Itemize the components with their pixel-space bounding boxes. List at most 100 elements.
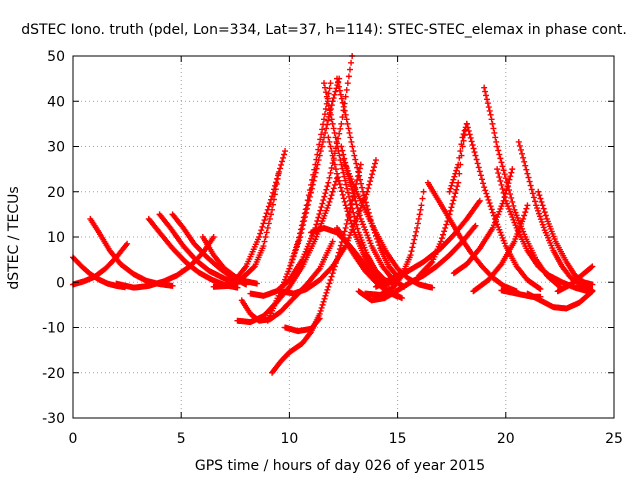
data-point-marker	[398, 295, 405, 302]
data-point-marker	[334, 75, 341, 82]
data-point-marker	[366, 237, 373, 244]
data-point-marker	[322, 190, 329, 197]
data-point-marker	[503, 179, 510, 186]
data-point-marker	[279, 158, 286, 165]
data-point-marker	[521, 158, 528, 165]
data-point-marker	[292, 247, 299, 254]
data-point-marker	[496, 174, 503, 181]
data-point-marker	[256, 234, 263, 240]
data-point-marker	[537, 286, 544, 293]
data-point-marker	[344, 167, 351, 174]
data-point-marker	[344, 80, 351, 87]
data-point-marker	[322, 89, 329, 96]
data-point-marker	[297, 226, 304, 233]
data-point-marker	[320, 197, 327, 204]
data-point-marker	[497, 229, 504, 236]
data-point-marker	[359, 184, 366, 191]
data-point-marker	[588, 289, 595, 296]
data-point-marker	[346, 197, 353, 204]
data-point-marker	[354, 164, 361, 171]
data-point-marker	[302, 206, 309, 213]
data-point-marker	[438, 235, 445, 242]
data-point-marker	[419, 195, 426, 202]
data-point-marker	[589, 281, 596, 288]
y-axis-label: dSTEC / TECUs	[6, 186, 22, 289]
data-point-marker	[414, 224, 421, 231]
data-point-marker	[169, 282, 176, 289]
data-point-marker	[495, 211, 502, 218]
data-point-marker	[285, 268, 292, 275]
data-point-marker	[327, 276, 334, 283]
data-point-marker	[317, 136, 324, 143]
data-point-marker	[350, 181, 357, 188]
data-point-marker	[355, 168, 362, 175]
data-point-marker	[260, 220, 267, 227]
data-point-marker	[263, 210, 270, 217]
data-point-marker	[330, 157, 337, 164]
data-point-marker	[321, 116, 328, 123]
data-point-marker	[349, 205, 356, 212]
data-point-marker	[409, 244, 416, 251]
data-point-marker	[456, 154, 463, 161]
series-26	[355, 222, 479, 304]
data-point-marker	[361, 195, 368, 202]
data-point-marker	[496, 151, 503, 158]
data-point-marker	[485, 104, 492, 111]
data-point-marker	[332, 134, 339, 141]
chart-grid	[73, 56, 614, 418]
data-point-marker	[487, 203, 494, 210]
data-point-marker	[485, 196, 492, 203]
data-point-marker	[326, 107, 333, 114]
data-point-marker	[349, 178, 356, 185]
data-point-marker	[347, 134, 354, 141]
data-point-marker	[519, 150, 526, 157]
data-point-marker	[494, 143, 501, 150]
data-point-marker	[370, 167, 377, 174]
data-point-marker	[258, 227, 265, 234]
data-point-marker	[325, 134, 332, 141]
data-point-marker	[589, 288, 596, 295]
data-point-marker	[354, 225, 361, 232]
series-18	[286, 80, 334, 272]
axis-tick-labels: 0 5 10 15 20 25 -30 -20 -10 0 10 20 30 40 50	[42, 49, 623, 447]
data-point-marker	[330, 125, 337, 132]
data-point-marker	[337, 184, 344, 191]
data-point-marker	[330, 185, 337, 192]
x-axis-label: GPS time / hours of day 026 of year 2015	[195, 458, 485, 474]
series-35	[515, 138, 596, 294]
data-point-marker	[491, 219, 498, 226]
data-point-marker	[304, 197, 311, 204]
data-point-marker	[340, 151, 347, 158]
data-point-marker	[338, 143, 345, 150]
series-20	[325, 134, 392, 288]
data-point-marker	[293, 244, 300, 251]
series-16	[282, 315, 323, 335]
data-point-marker	[322, 106, 329, 113]
data-point-marker	[325, 202, 332, 209]
data-point-marker	[349, 143, 356, 150]
data-point-marker	[342, 224, 349, 231]
data-point-marker	[504, 203, 511, 210]
data-point-marker	[455, 161, 462, 168]
data-point-marker	[328, 148, 335, 155]
data-point-marker	[499, 163, 506, 170]
data-point-marker	[325, 102, 332, 109]
data-point-marker	[523, 205, 530, 212]
data-point-marker	[476, 197, 483, 204]
data-point-marker	[345, 125, 352, 132]
data-point-marker	[263, 229, 270, 236]
data-point-marker	[493, 138, 500, 145]
data-point-marker	[334, 170, 341, 177]
data-point-marker	[466, 131, 473, 138]
data-point-marker	[311, 166, 318, 173]
data-point-marker	[340, 103, 347, 110]
data-point-marker	[342, 202, 349, 209]
data-point-marker	[296, 234, 303, 241]
data-point-marker	[500, 189, 507, 196]
data-point-marker	[301, 210, 308, 217]
y-tick-label: -20	[42, 366, 65, 382]
data-point-marker	[356, 212, 363, 219]
data-point-marker	[344, 208, 351, 215]
data-point-marker	[325, 117, 332, 124]
data-point-marker	[412, 232, 419, 239]
